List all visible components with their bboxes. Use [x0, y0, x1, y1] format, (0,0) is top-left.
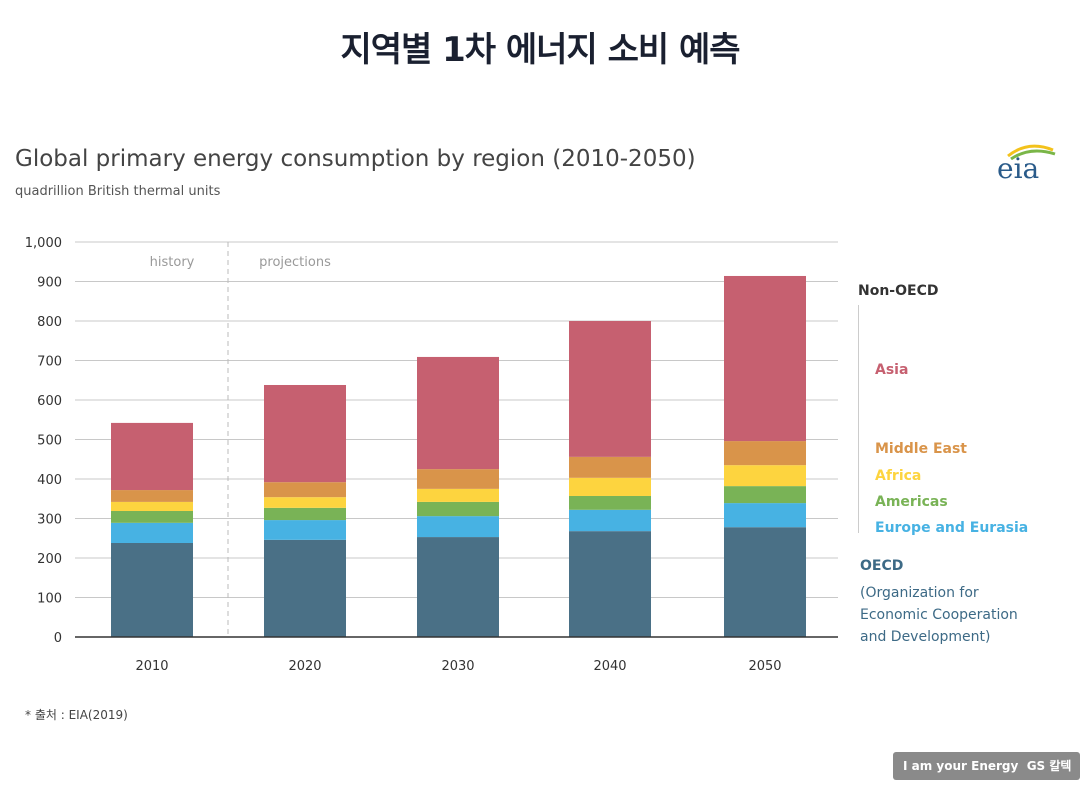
chart-title: Global primary energy consumption by reg… [15, 146, 696, 172]
bar-segment-asia [264, 384, 346, 483]
gs-caltex-badge: I am your Energy GS 칼텍스 [893, 752, 1080, 801]
bar-segment-africa [569, 477, 651, 496]
bar-segment-oecd [417, 537, 499, 637]
bar-segment-asia [724, 275, 806, 442]
legend-europe-eurasia: Europe and Eurasia [875, 520, 1029, 536]
eia-logo: eia [995, 140, 1056, 185]
bar-segment-middle-east [264, 482, 346, 498]
oecd-desc-line: and Development) [860, 629, 991, 645]
bar-segment-americas [724, 486, 806, 504]
y-tick-label: 1,000 [25, 236, 62, 251]
bar-segment-americas [417, 501, 499, 517]
bar-segment-americas [111, 510, 193, 523]
y-tick-label: 800 [37, 315, 62, 330]
x-tick-label: 2040 [593, 659, 626, 674]
y-tick-label: 100 [37, 592, 62, 607]
badge-slogan: I am your Energy [903, 759, 1019, 773]
x-tick-label: 2050 [748, 659, 781, 674]
bar-segment-europe-and-eurasia [111, 522, 193, 543]
bar-segment-africa [417, 488, 499, 502]
bar-segment-middle-east [569, 456, 651, 478]
bar-segment-oecd [264, 539, 346, 637]
bar-segment-oecd [724, 527, 806, 637]
y-tick-label: 0 [54, 631, 62, 646]
y-tick-label: 600 [37, 394, 62, 409]
y-tick-label: 900 [37, 276, 62, 291]
stacked-bar-chart: 0 100 200 300 400 500 600 700 800 900 1,000 history… [25, 236, 838, 674]
bar-segment-oecd [111, 542, 193, 637]
oecd-desc-line: Economic Cooperation [860, 607, 1018, 623]
y-tick-label: 700 [37, 355, 62, 370]
bar-segment-africa [111, 501, 193, 511]
bar-segment-middle-east [111, 490, 193, 502]
x-tick-label: 2030 [441, 659, 474, 674]
legend-oecd-description: (Organization for Economic Cooperation a… [860, 582, 1018, 648]
source-note: * 출처 : EIA(2019) [25, 708, 128, 722]
bar-segment-asia [569, 321, 651, 457]
history-label: history [150, 255, 195, 270]
legend-middle-east: Middle East [875, 441, 967, 457]
bar-segment-africa [264, 497, 346, 508]
bar-segment-asia [111, 422, 193, 491]
bar-segment-europe-and-eurasia [264, 520, 346, 540]
x-tick-label: 2010 [135, 659, 168, 674]
y-tick-label: 500 [37, 434, 62, 449]
legend-oecd: OECD [860, 558, 904, 574]
bar-segment-americas [264, 507, 346, 521]
eia-logo-text: eia [997, 152, 1040, 185]
x-tick-label: 2020 [288, 659, 321, 674]
projections-label: projections [259, 255, 331, 270]
legend-non-oecd: Non-OECD [858, 283, 939, 299]
chart-subtitle: quadrillion British thermal units [15, 184, 221, 199]
legend-bracket [858, 305, 859, 533]
y-tick-label: 200 [37, 552, 62, 567]
y-tick-label: 400 [37, 473, 62, 488]
page-title: 지역별 1차 에너지 소비 예측 [340, 30, 740, 70]
legend-americas: Americas [875, 494, 948, 510]
legend-asia: Asia [875, 362, 909, 378]
oecd-desc-line: (Organization for [860, 585, 979, 601]
bar-segment-europe-and-eurasia [417, 516, 499, 538]
bar-segment-europe-and-eurasia [569, 509, 651, 532]
bar-segment-americas [569, 495, 651, 510]
bar-segment-africa [724, 465, 806, 487]
bar-segment-asia [417, 356, 499, 470]
y-tick-label: 300 [37, 513, 62, 528]
bar-segment-oecd [569, 531, 651, 637]
bar-segment-middle-east [724, 441, 806, 466]
bar-segment-europe-and-eurasia [724, 503, 806, 528]
legend-africa: Africa [875, 468, 922, 484]
bar-segment-middle-east [417, 469, 499, 489]
